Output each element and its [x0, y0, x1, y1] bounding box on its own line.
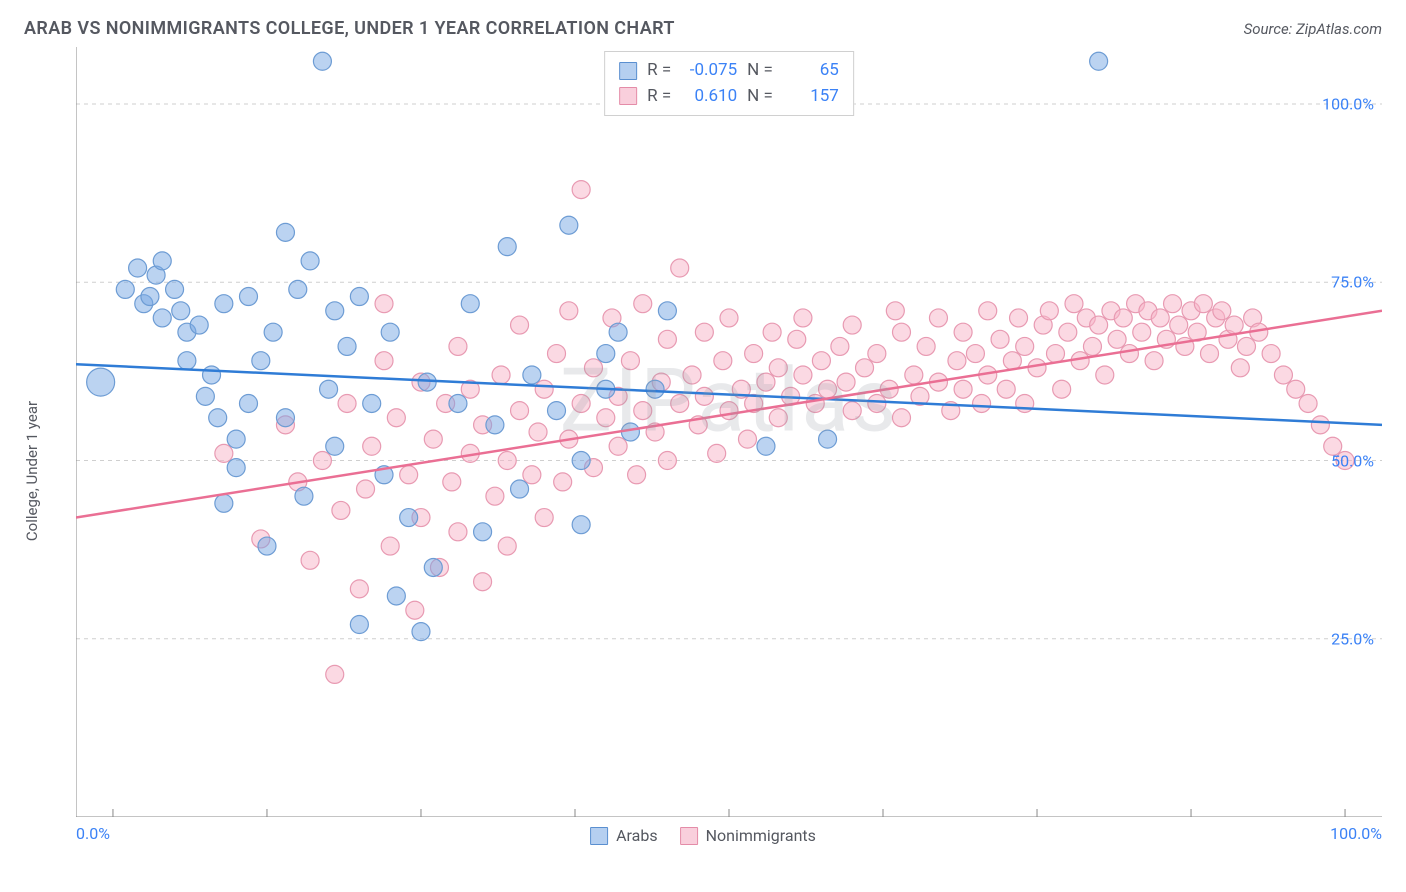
y-tick-75: 75.0% — [1331, 273, 1374, 292]
swatch-pink-icon — [680, 827, 698, 845]
header: ARAB VS NONIMMIGRANTS COLLEGE, UNDER 1 Y… — [24, 18, 1382, 39]
swatch-pink-icon — [619, 87, 637, 105]
scatter-plot-svg — [76, 47, 1382, 817]
chart-title: ARAB VS NONIMMIGRANTS COLLEGE, UNDER 1 Y… — [24, 18, 675, 39]
y-axis-label: College, Under 1 year — [23, 401, 41, 541]
y-tick-25: 25.0% — [1331, 629, 1374, 648]
swatch-blue-icon — [590, 827, 608, 845]
x-tick-0: 0.0% — [76, 824, 110, 843]
correlation-stats-box: R = -0.075 N = 65 R = 0.610 N = 157 — [604, 51, 854, 116]
chart-container: ARAB VS NONIMMIGRANTS COLLEGE, UNDER 1 Y… — [0, 0, 1406, 892]
plot-region: R = -0.075 N = 65 R = 0.610 N = 157 ZIPa… — [76, 47, 1382, 817]
y-tick-50: 50.0% — [1331, 451, 1374, 470]
chart-area: College, Under 1 year R = -0.075 N = 65 … — [24, 47, 1382, 877]
stats-row-arabs: R = -0.075 N = 65 — [619, 58, 839, 84]
swatch-blue-icon — [619, 62, 637, 80]
bottom-legend: Arabs Nonimmigrants — [590, 826, 816, 845]
source-attribution: Source: ZipAtlas.com — [1244, 20, 1382, 38]
x-tick-100: 100.0% — [1330, 824, 1382, 843]
stats-row-nonimmigrants: R = 0.610 N = 157 — [619, 84, 839, 110]
y-tick-100: 100.0% — [1322, 95, 1374, 114]
legend-item-nonimmigrants: Nonimmigrants — [680, 826, 816, 845]
legend-item-arabs: Arabs — [590, 826, 658, 845]
